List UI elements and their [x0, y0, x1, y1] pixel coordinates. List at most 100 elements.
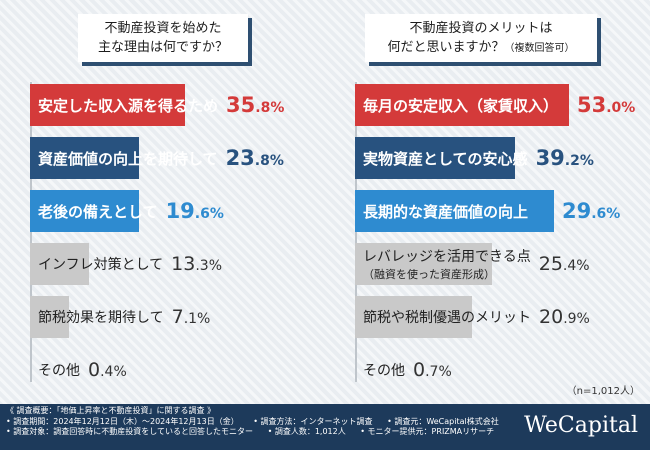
bar-row: 長期的な資産価値の向上 29.6%	[325, 190, 650, 232]
bar-value-unit: %	[576, 258, 590, 274]
bar-value-integer: 23	[225, 146, 255, 170]
bar-value-integer: 35	[226, 93, 256, 117]
bar	[30, 296, 69, 338]
bar-value-unit: %	[208, 258, 223, 274]
bar	[30, 243, 89, 285]
bar-category-text: 長期的な資産価値の向上	[363, 202, 529, 221]
bar	[355, 296, 472, 338]
bar-category-label: 資産価値の向上を期待して	[38, 137, 218, 179]
bar	[30, 190, 139, 232]
sample-size-note: （n=1,012人）	[566, 386, 640, 397]
bar-category-label: その他	[363, 349, 405, 391]
bar-value-decimal: .7	[425, 364, 439, 380]
bar-value-integer: 13	[171, 253, 196, 275]
bar-category-label: 安定した収入源を得るため	[38, 84, 218, 126]
bar-value-unit: %	[209, 206, 224, 222]
chart-title-line-2-main: 何だと思いますか？	[387, 39, 505, 55]
chart-reasons: 不動産投資を始めた 主な理由は何ですか？ 安定した収入源を得るため 35.8% 資産…	[0, 0, 325, 392]
chart-title-line-2: 何だと思いますか？（複数回答可）	[387, 38, 574, 58]
survey-info-line-2: • 調査期間：2024年12月12日（木）〜2024年12月13日（金） • 調…	[6, 417, 511, 428]
bar-category-label: 長期的な資産価値の向上	[363, 190, 528, 232]
bar-value-label: 29.6%	[562, 190, 620, 232]
bar-category-text: 安定した収入源を得るため	[38, 96, 219, 115]
bar	[355, 137, 515, 179]
bar-value-label: 35.8%	[226, 84, 284, 126]
bar-category-text: 資産価値の向上を期待して	[38, 149, 218, 168]
bar-row: 老後の備えとして 19.6%	[0, 190, 325, 232]
bar-value-decimal: .8	[254, 153, 270, 169]
bar-value-decimal: .4	[100, 364, 114, 380]
chart-title-box: 不動産投資のメリットは 何だと思いますか？（複数回答可）	[365, 14, 597, 62]
bar-row: その他 0.7%	[325, 349, 650, 391]
bar-row: 実物資産としての安心感 39.2%	[325, 137, 650, 179]
bar-value-label: 25.4%	[539, 243, 590, 285]
bar-value-integer: 29	[562, 199, 592, 223]
bar-row: レバレッジを活用できる点 （融資を使った資産形成） 25.4%	[325, 243, 650, 285]
bar-value-unit: %	[113, 364, 127, 380]
bar-category-text: インフレ対策として	[38, 257, 164, 273]
chart-title-box: 不動産投資を始めた 主な理由は何ですか？	[78, 14, 248, 62]
bar-category-text: 老後の備えとして	[38, 202, 158, 221]
survey-target: • 調査対象：調査回答時に不動産投資をしていると回答したモニター	[6, 427, 254, 436]
bar-value-decimal: .2	[564, 153, 580, 169]
bar	[30, 84, 185, 126]
chart-title-line-2: 主な理由は何ですか？	[97, 40, 228, 55]
bar-value-integer: 0	[88, 359, 101, 381]
chart-axis-line	[355, 82, 357, 382]
survey-overview: 《 調査概要：「地価上昇率と不動産投資」に関する調査 》	[6, 406, 216, 415]
bar-value-integer: 0	[413, 359, 426, 381]
bar-category-text: レバレッジを活用できる点	[363, 249, 531, 265]
survey-method: • 調査方法：インターネット調査	[253, 416, 373, 426]
bar-category-sublabel: （融資を使った資産形成）	[363, 268, 495, 281]
bar-value-unit: %	[579, 153, 594, 169]
bar-value-integer: 39	[535, 146, 565, 170]
bar-value-unit: %	[621, 100, 636, 116]
chart-title-line-1: 不動産投資のメリットは	[409, 20, 553, 36]
bar-value-label: 53.0%	[577, 84, 635, 126]
survey-monitor-provider: • モニター提供元：PRIZMAリサーチ	[360, 427, 495, 436]
bar-category-label: インフレ対策として	[38, 243, 163, 285]
bar-category-label: 節税効果を期待して	[38, 296, 164, 338]
survey-info: 《 調査概要：「地価上昇率と不動産投資」に関する調査 》 • 調査期間：2024…	[6, 406, 511, 438]
bar	[30, 137, 139, 179]
bar-value-unit: %	[438, 364, 452, 380]
chart-merits: 不動産投資のメリットは 何だと思いますか？（複数回答可） 毎月の安定収入（家賃収…	[325, 0, 650, 392]
bar-value-label: 0.7%	[413, 349, 452, 391]
chart-title-note: （複数回答可）	[504, 42, 575, 54]
bar-row: 節税効果を期待して 7.1%	[0, 296, 325, 338]
bar-category-text: その他	[38, 363, 80, 379]
bar-category-label: 実物資産としての安心感	[363, 137, 528, 179]
bar-value-decimal: .4	[562, 258, 577, 274]
bar-value-decimal: .9	[563, 311, 577, 327]
bar-value-label: 19.6%	[166, 190, 224, 232]
survey-period: • 調査期間：2024年12月12日（木）〜2024年12月13日（金）	[6, 416, 239, 426]
bar-category-label: 老後の備えとして	[38, 190, 158, 232]
footer: 《 調査概要：「地価上昇率と不動産投資」に関する調査 》 • 調査期間：2024…	[0, 404, 650, 450]
bar-value-unit: %	[606, 206, 621, 222]
survey-info-line-3: • 調査対象：調査回答時に不動産投資をしていると回答したモニター • 調査人数：…	[6, 427, 511, 438]
bar	[355, 190, 554, 232]
bar-row: 安定した収入源を得るため 35.8%	[0, 84, 325, 126]
bar-value-decimal: .0	[606, 100, 622, 116]
bar-row: 節税や税制優遇のメリット 20.9%	[325, 296, 650, 338]
bar-value-integer: 53	[577, 93, 607, 117]
chart-axis-line	[30, 82, 32, 382]
bar-value-decimal: .6	[591, 206, 607, 222]
wecapital-logo: WeCapital	[524, 413, 638, 438]
bar-category-label: 毎月の安定収入（家賃収入）	[363, 84, 558, 126]
bar	[355, 243, 492, 285]
survey-count: • 調査人数：1,012人	[267, 427, 346, 436]
bar-value-unit: %	[576, 311, 590, 327]
bar-category-text: 毎月の安定収入（家賃収入）	[363, 96, 559, 115]
bar-value-decimal: .8	[255, 100, 271, 116]
bar-value-integer: 25	[538, 253, 563, 275]
bar-category-text: その他	[363, 363, 405, 379]
bar-category-label: その他	[38, 349, 80, 391]
bar-value-label: 23.8%	[226, 137, 284, 179]
bar-value-integer: 20	[539, 306, 564, 328]
bar-value-label: 0.4%	[88, 349, 127, 391]
bar-value-unit: %	[197, 311, 211, 327]
bar-row: インフレ対策として 13.3%	[0, 243, 325, 285]
bar-row: 毎月の安定収入（家賃収入） 53.0%	[325, 84, 650, 126]
bar-value-decimal: .3	[195, 258, 209, 274]
